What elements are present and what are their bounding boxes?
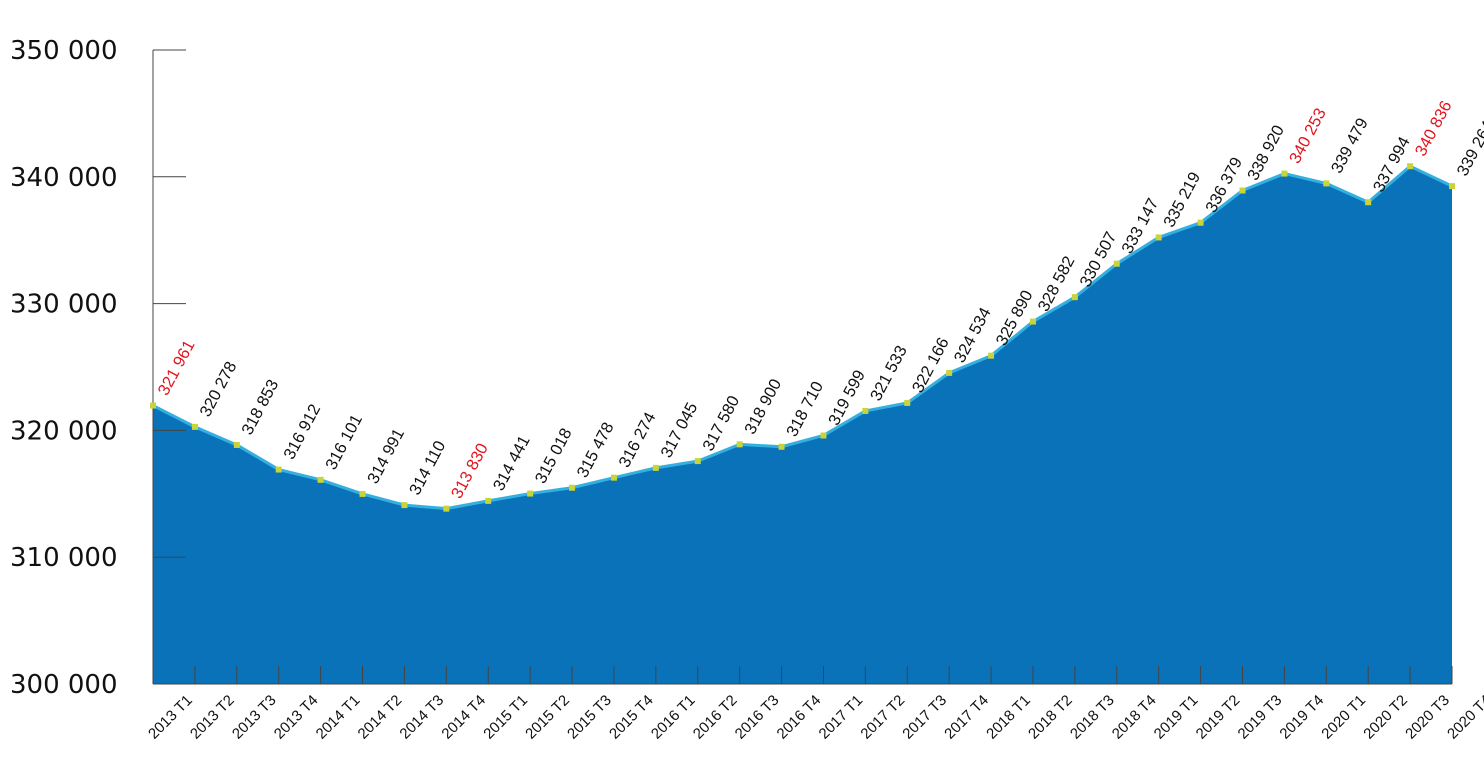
data-label: 315 478	[574, 419, 618, 480]
x-tick-label: 2019 T3	[1235, 692, 1286, 743]
x-tick-label: 2015 T2	[522, 692, 573, 743]
data-label: 318 853	[238, 377, 282, 438]
x-tick-label: 2019 T2	[1193, 692, 1244, 743]
data-point	[1029, 318, 1036, 325]
data-point	[736, 441, 743, 448]
data-point	[1449, 183, 1455, 190]
data-point	[694, 458, 701, 465]
data-label: 315 018	[532, 425, 576, 486]
data-label: 318 900	[741, 376, 785, 437]
data-label: 339 264	[1454, 118, 1484, 179]
series-line	[152, 164, 1453, 511]
data-point	[862, 407, 869, 414]
x-tick-label: 2018 T1	[983, 692, 1034, 743]
axes	[152, 50, 1452, 685]
x-tick-label: 2020 T4	[1444, 692, 1484, 743]
data-label: 314 441	[490, 433, 534, 494]
y-tick-label: 320 000	[10, 416, 118, 446]
data-point	[191, 423, 198, 430]
y-tick-label: 330 000	[10, 290, 118, 320]
data-label: 317 045	[657, 400, 701, 461]
x-tick-label: 2015 T1	[480, 692, 531, 743]
data-label: 318 710	[783, 379, 827, 440]
y-tick-label: 300 000	[10, 670, 118, 700]
x-tick-label: 2017 T2	[857, 692, 908, 743]
x-tick-label: 2014 T4	[438, 692, 489, 743]
data-label: 321 961	[155, 337, 199, 398]
area-layer	[152, 164, 1453, 684]
data-point	[1071, 294, 1078, 301]
data-point	[1281, 170, 1288, 177]
data-label: 316 912	[280, 401, 324, 462]
data-point	[485, 497, 492, 504]
x-tick-label: 2014 T2	[355, 692, 406, 743]
data-point	[778, 443, 785, 450]
x-tick-label: 2013 T4	[271, 692, 322, 743]
data-point	[359, 490, 366, 497]
data-label: 340 836	[1412, 98, 1456, 159]
x-tick-label: 2020 T3	[1402, 692, 1453, 743]
x-tick-label: 2013 T2	[187, 692, 238, 743]
data-point	[443, 505, 450, 512]
data-point	[1113, 260, 1120, 267]
data-point	[275, 466, 282, 473]
x-tick-label: 2016 T4	[774, 692, 825, 743]
x-tick-label: 2016 T3	[732, 692, 783, 743]
data-point	[820, 432, 827, 439]
y-tick-label: 350 000	[10, 36, 118, 66]
x-tick-label: 2015 T3	[564, 692, 615, 743]
data-point	[1197, 219, 1204, 226]
data-label: 314 110	[406, 438, 449, 498]
data-point	[988, 352, 995, 359]
data-point	[401, 502, 408, 509]
data-point	[527, 490, 534, 497]
x-tick-label: 2015 T4	[606, 692, 657, 743]
data-points	[150, 163, 1455, 512]
data-point	[1239, 187, 1246, 194]
data-label: 316 274	[616, 409, 660, 470]
x-tick-label: 2018 T4	[1109, 692, 1160, 743]
data-label: 316 101	[322, 412, 366, 473]
x-tick-label: 2016 T2	[690, 692, 741, 743]
data-point	[946, 369, 953, 376]
x-tick-label: 2014 T3	[396, 692, 447, 743]
x-tick-label: 2018 T2	[1025, 692, 1076, 743]
data-label: 314 991	[364, 426, 408, 487]
data-point	[569, 484, 576, 491]
y-tick-label: 310 000	[10, 543, 118, 573]
data-point	[904, 399, 911, 406]
x-tick-label: 2014 T1	[313, 692, 364, 743]
x-tick-label: 2018 T3	[1067, 692, 1118, 743]
x-tick-label: 2020 T1	[1318, 692, 1369, 743]
x-tick-label: 2013 T3	[229, 692, 280, 743]
y-tick-label: 340 000	[10, 163, 118, 193]
x-tick-label: 2017 T4	[941, 692, 992, 743]
data-point	[610, 474, 617, 481]
data-label: 340 253	[1286, 105, 1330, 166]
data-point	[1407, 163, 1414, 170]
data-point	[233, 441, 240, 448]
x-tick-label: 2017 T1	[816, 692, 867, 743]
data-point	[150, 402, 156, 409]
data-label: 320 278	[197, 359, 241, 420]
data-point	[317, 476, 324, 483]
data-label: 321 533	[867, 343, 911, 404]
x-tick-label: 2019 T4	[1276, 692, 1327, 743]
y-axis-ticks: 300 000 310 000 320 000 330 000 340 000 350 0…	[10, 36, 186, 700]
data-point	[1155, 234, 1162, 241]
data-label: 313 830	[448, 440, 492, 501]
x-tick-label: 2013 T1	[145, 692, 196, 743]
data-point	[1365, 199, 1372, 206]
data-point	[1323, 180, 1330, 187]
data-label: 339 479	[1328, 115, 1372, 176]
x-tick-label: 2016 T1	[648, 692, 699, 743]
x-tick-label: 2020 T2	[1360, 692, 1411, 743]
area-fill	[153, 166, 1452, 684]
data-point	[652, 464, 659, 471]
x-tick-label: 2019 T1	[1151, 692, 1202, 743]
x-tick-label: 2017 T3	[899, 692, 950, 743]
